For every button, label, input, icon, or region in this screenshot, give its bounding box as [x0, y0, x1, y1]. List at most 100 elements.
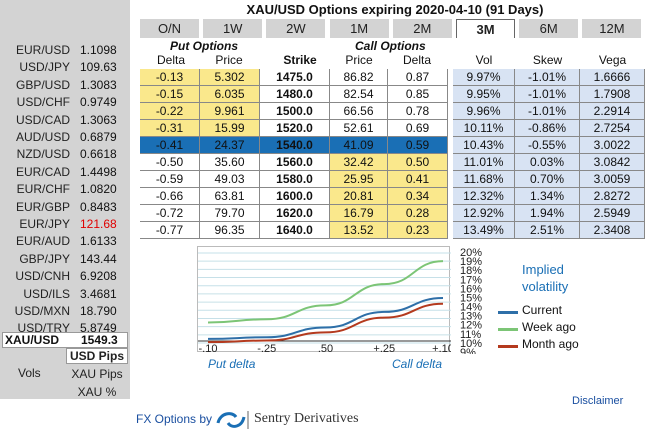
tab-on[interactable]: O/N — [140, 19, 199, 38]
cell-put-price[interactable]: 15.99 — [200, 120, 260, 137]
cell-call-price[interactable]: 32.42 — [330, 154, 388, 171]
col-vol: Vol — [475, 53, 493, 67]
fx-row-usd-chf[interactable]: USD/CHF 0.9749 — [0, 93, 130, 112]
fx-row-usd-ils[interactable]: USD/ILS 3.4681 — [0, 285, 130, 304]
cell-strike[interactable]: 1640.0 — [260, 222, 330, 239]
cell-vega: 3.0842 — [580, 154, 645, 171]
tab-1w[interactable]: 1W — [203, 19, 263, 38]
tab-2m[interactable]: 2M — [392, 19, 452, 38]
cell-put-delta[interactable]: -0.41 — [140, 137, 200, 154]
cell-call-price[interactable]: 82.54 — [330, 86, 388, 103]
fx-row-eur-aud[interactable]: EUR/AUD 1.6133 — [0, 232, 130, 251]
cell-put-price[interactable]: 5.302 — [200, 69, 260, 86]
cell-strike[interactable]: 1540.0 — [260, 137, 330, 154]
cell-call-price[interactable]: 16.79 — [330, 205, 388, 222]
fx-row-gbp-usd[interactable]: GBP/USD 1.3083 — [0, 76, 130, 95]
fx-row-eur-gbp[interactable]: EUR/GBP 0.8483 — [0, 198, 130, 217]
cell-call-delta[interactable]: 0.34 — [388, 188, 448, 205]
fx-pair: USD/CHF — [16, 95, 70, 110]
vols-option-xau-percent[interactable]: XAU % — [77, 385, 117, 399]
footer-brand: Sentry Derivatives — [254, 411, 359, 426]
y-tick-label: 18% — [460, 265, 482, 277]
y-tick-label: 20% — [460, 247, 482, 259]
tab-12m[interactable]: 12M — [582, 19, 642, 38]
fx-row-eur-jpy[interactable]: EUR/JPY 121.68 — [0, 215, 130, 234]
cell-put-price[interactable]: 24.37 — [200, 137, 260, 154]
fx-row-gbp-jpy[interactable]: GBP/JPY 143.44 — [0, 250, 130, 269]
cell-call-price[interactable]: 13.52 — [330, 222, 388, 239]
fx-row-eur-cad[interactable]: EUR/CAD 1.4498 — [0, 163, 130, 182]
fx-row-eur-usd[interactable]: EUR/USD 1.1098 — [0, 41, 130, 60]
fx-pair: EUR/CAD — [15, 164, 70, 179]
cell-strike[interactable]: 1620.0 — [260, 205, 330, 222]
fx-row-aud-usd[interactable]: AUD/USD 0.6879 — [0, 128, 130, 147]
selected-pair-name: XAU/USD — [5, 333, 60, 347]
cell-strike[interactable]: 1600.0 — [260, 188, 330, 205]
cell-call-delta[interactable]: 0.23 — [388, 222, 448, 239]
cell-put-delta[interactable]: -0.15 — [140, 86, 200, 103]
cell-skew: 2.51% — [515, 222, 580, 239]
cell-call-price[interactable]: 20.81 — [330, 188, 388, 205]
cell-call-delta[interactable]: 0.59 — [388, 137, 448, 154]
cell-put-price[interactable]: 6.035 — [200, 86, 260, 103]
fx-rate: 1.6133 — [80, 234, 117, 249]
fx-row-eur-chf[interactable]: EUR/CHF 1.0820 — [0, 180, 130, 199]
cell-put-delta[interactable]: -0.72 — [140, 205, 200, 222]
cell-call-delta[interactable]: 0.87 — [388, 69, 448, 86]
cell-put-delta[interactable]: -0.13 — [140, 69, 200, 86]
cell-strike[interactable]: 1580.0 — [260, 171, 330, 188]
cell-call-delta[interactable]: 0.50 — [388, 154, 448, 171]
cell-call-delta[interactable]: 0.69 — [388, 120, 448, 137]
fx-row-nzd-usd[interactable]: NZD/USD 0.6618 — [0, 145, 130, 164]
cell-call-price[interactable]: 52.61 — [330, 120, 388, 137]
y-axis: 20%19%18%17%16%15%14%13%12%11%10%9% — [460, 247, 482, 354]
cell-vol: 12.32% — [453, 188, 515, 205]
cell-put-delta[interactable]: -0.77 — [140, 222, 200, 239]
cell-strike[interactable]: 1480.0 — [260, 86, 330, 103]
tab-3m[interactable]: 3M — [456, 19, 515, 38]
cell-put-price[interactable]: 79.70 — [200, 205, 260, 222]
cell-put-price[interactable]: 35.60 — [200, 154, 260, 171]
cell-put-delta[interactable]: -0.66 — [140, 188, 200, 205]
cell-strike[interactable]: 1500.0 — [260, 103, 330, 120]
legend-month-ago: Month ago — [522, 337, 579, 351]
cell-put-price[interactable]: 96.35 — [200, 222, 260, 239]
cell-put-delta[interactable]: -0.59 — [140, 171, 200, 188]
cell-call-delta[interactable]: 0.28 — [388, 205, 448, 222]
tab-2w[interactable]: 2W — [266, 19, 326, 38]
fx-row-usd-cad[interactable]: USD/CAD 1.3063 — [0, 111, 130, 130]
selected-pair-row[interactable]: XAU/USD 1549.3 — [2, 332, 128, 348]
cell-strike[interactable]: 1475.0 — [260, 69, 330, 86]
tab-1m[interactable]: 1M — [329, 19, 389, 38]
cell-put-price[interactable]: 9.961 — [200, 103, 260, 120]
cell-put-price[interactable]: 49.03 — [200, 171, 260, 188]
cell-call-delta[interactable]: 0.78 — [388, 103, 448, 120]
cell-call-delta[interactable]: 0.41 — [388, 171, 448, 188]
cell-call-price[interactable]: 41.09 — [330, 137, 388, 154]
tab-6m[interactable]: 6M — [519, 19, 579, 38]
fx-row-usd-mxn[interactable]: USD/MXN 18.790 — [0, 302, 130, 321]
cell-call-price[interactable]: 66.56 — [330, 103, 388, 120]
cell-call-price[interactable]: 25.95 — [330, 171, 388, 188]
fx-row-usd-try[interactable]: USD/TRY 5.8749 — [0, 319, 130, 338]
col-vega: Vega — [598, 53, 627, 67]
cell-strike[interactable]: 1520.0 — [260, 120, 330, 137]
cell-call-delta[interactable]: 0.85 — [388, 86, 448, 103]
cell-call-price[interactable]: 86.82 — [330, 69, 388, 86]
cell-vol: 9.95% — [453, 86, 515, 103]
vols-option-usd-pips[interactable]: USD Pips — [66, 348, 128, 364]
fx-row-usd-cnh[interactable]: USD/CNH 6.9208 — [0, 267, 130, 286]
fx-pair: USD/CAD — [15, 112, 70, 127]
fx-row-usd-jpy[interactable]: USD/JPY 109.63 — [0, 58, 130, 77]
y-tick-label: 11% — [460, 329, 481, 341]
cell-put-price[interactable]: 63.81 — [200, 188, 260, 205]
x-tick-label: -.25 — [257, 343, 276, 353]
cell-skew: 1.94% — [515, 205, 580, 222]
vols-option-xau-pips[interactable]: XAU Pips — [71, 367, 123, 381]
disclaimer-link[interactable]: Disclaimer — [572, 395, 624, 407]
cell-put-delta[interactable]: -0.50 — [140, 154, 200, 171]
cell-strike[interactable]: 1560.0 — [260, 154, 330, 171]
cell-put-delta[interactable]: -0.31 — [140, 120, 200, 137]
cell-put-delta[interactable]: -0.22 — [140, 103, 200, 120]
y-tick-label: 19% — [460, 256, 482, 268]
